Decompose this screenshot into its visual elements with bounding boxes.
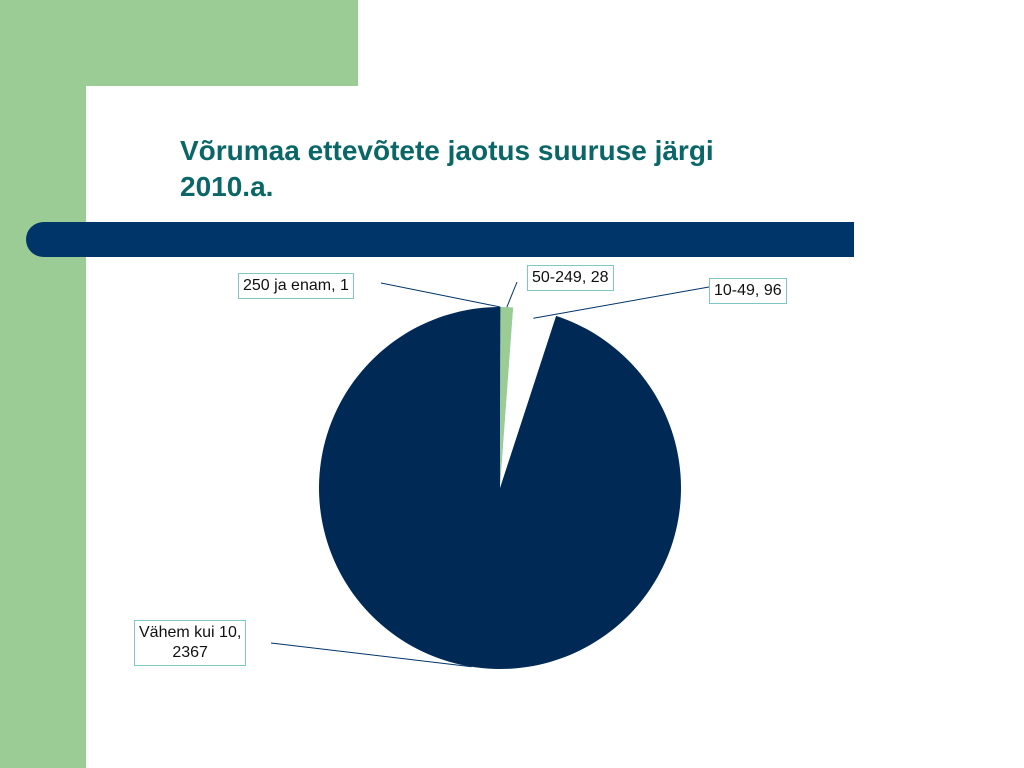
- slide-title: Võrumaa ettevõtete jaotus suuruse järgi …: [180, 133, 880, 205]
- left-accent-band: [0, 0, 86, 768]
- leader-line-250-ja-enam: [380, 282, 501, 308]
- callout-250-ja-enam: 250 ja enam, 1: [238, 273, 354, 299]
- data-label-50-249: 50-249, 28: [532, 269, 609, 286]
- callout-10-49: 10-49, 96: [709, 278, 787, 304]
- title-underline-bar: [26, 222, 854, 257]
- data-label-250-ja-enam: 250 ja enam, 1: [243, 277, 349, 294]
- pie-slice-vahem-kui-10: [319, 307, 682, 670]
- slide-title-line-2: 2010.a.: [180, 171, 274, 202]
- data-label-10-49: 10-49, 96: [714, 282, 782, 299]
- leader-lines: [270, 281, 710, 668]
- pie-slice-50-249: [500, 307, 514, 488]
- callout-vahem-kui-10: Vähem kui 10, 2367: [134, 620, 247, 666]
- leader-line-10-49: [533, 286, 710, 319]
- leader-line-50-249: [506, 281, 518, 308]
- data-label-vahem-kui-10-line-1: Vähem kui 10,: [139, 624, 242, 641]
- pie-slices: [319, 307, 682, 670]
- leader-line-vahem-kui-10: [270, 642, 472, 668]
- callout-50-249: 50-249, 28: [527, 265, 614, 291]
- slide-title-line-1: Võrumaa ettevõtete jaotus suuruse järgi: [180, 135, 714, 166]
- pie-slice-10-49: [500, 307, 557, 488]
- data-label-vahem-kui-10-line-2: 2367: [172, 644, 208, 661]
- top-accent-band: [0, 0, 358, 86]
